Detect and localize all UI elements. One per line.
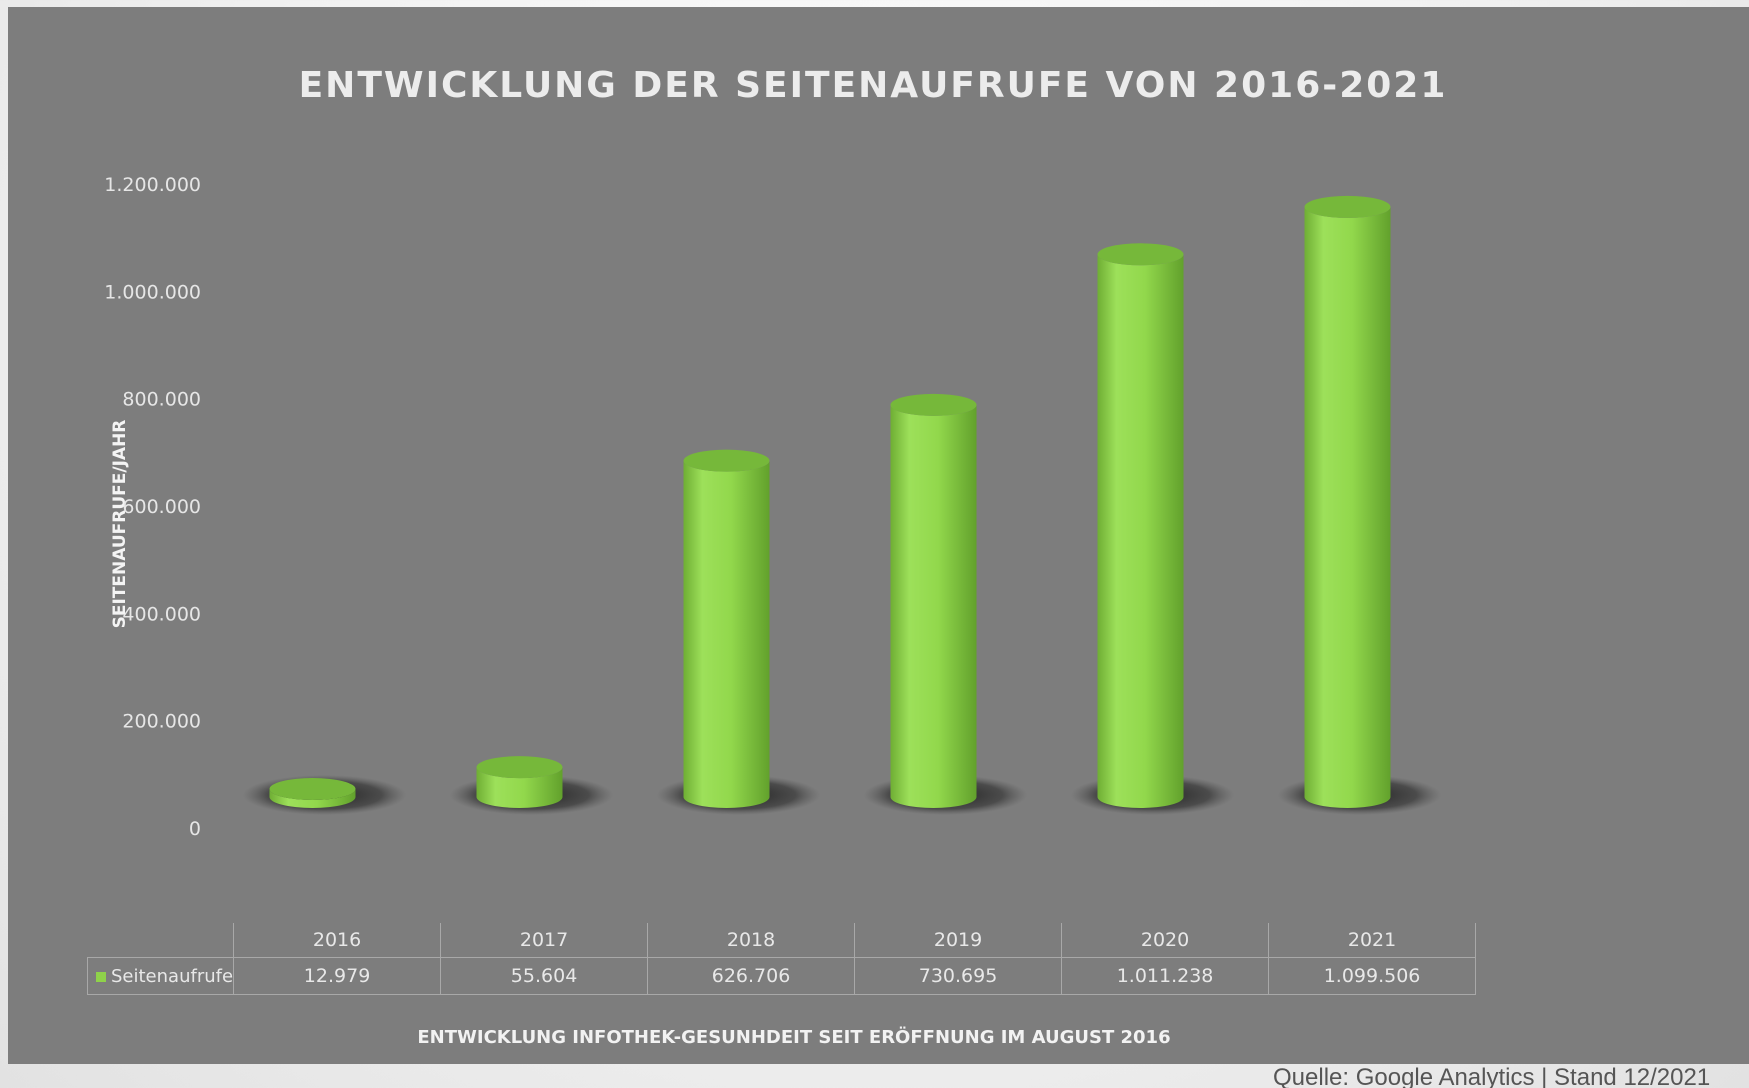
y-tick-label: 0: [189, 818, 201, 840]
data-label: 1.011.238: [1061, 957, 1270, 995]
bar-2017: [449, 756, 614, 815]
bar-body: [683, 460, 770, 808]
bars-group: [242, 195, 1442, 815]
data-label: 626.706: [647, 957, 856, 995]
x-tick-label: 2019: [854, 923, 1063, 958]
chart-panel: ENTWICKLUNG DER SEITENAUFRUFE VON 2016-2…: [8, 7, 1749, 1064]
x-tick-label: 2020: [1061, 923, 1270, 958]
bar-cap: [683, 449, 770, 472]
bar-cap: [476, 756, 563, 779]
data-label: 55.604: [440, 957, 649, 995]
data-label: 730.695: [854, 957, 1063, 995]
x-tick-label: 2018: [647, 923, 856, 958]
data-label: 12.979: [233, 957, 442, 995]
source-note: Quelle: Google Analytics | Stand 12/2021: [1273, 1064, 1711, 1088]
data-table-header-row: 2016 2017 2018 2019 2020 2021: [88, 923, 1477, 958]
bar-body: [890, 404, 977, 808]
y-tick-label: 400.000: [122, 603, 201, 625]
y-axis: 0 200.000 400.000 600.000 800.000 1.000.000 1.…: [104, 174, 201, 840]
x-tick-label: 2017: [440, 923, 649, 958]
bar-2020: [1070, 243, 1235, 815]
y-tick-label: 1.000.000: [104, 281, 201, 303]
bar-body: [1304, 206, 1391, 808]
y-tick-label: 800.000: [122, 389, 201, 411]
bar-body: [269, 789, 356, 808]
bar-2019: [863, 393, 1028, 815]
plot-area: 0 200.000 400.000 600.000 800.000 1.000.000 1.…: [104, 174, 1442, 840]
data-table: 2016 2017 2018 2019 2020 2021 Seitenaufrufe 12…: [86, 923, 1477, 995]
x-tick-label: 2021: [1268, 923, 1477, 958]
data-label: 1.099.506: [1268, 957, 1477, 995]
data-table-value-row: Seitenaufrufe 12.979 55.604 626.706 730.695 1…: [86, 957, 1477, 995]
y-tick-label: 200.000: [122, 711, 201, 733]
bar-body: [1097, 254, 1184, 809]
y-tick-label: 1.200.000: [104, 174, 201, 196]
y-tick-label: 600.000: [122, 496, 201, 518]
chart-title: ENTWICKLUNG DER SEITENAUFRUFE VON 2016-2…: [298, 65, 1448, 106]
bar-body: [476, 767, 563, 808]
legend-label: Seitenaufrufe: [111, 965, 234, 987]
x-tick-label: 2016: [233, 923, 442, 958]
bar-2018: [656, 449, 821, 815]
bar-cap: [890, 393, 977, 416]
bar-cap: [1304, 195, 1391, 218]
bar-2016: [242, 775, 407, 815]
data-table-corner: [88, 923, 234, 958]
legend-swatch: [96, 971, 106, 982]
x-axis-title: ENTWICKLUNG INFOTHEK-GESUNHDEIT SEIT ERÖ…: [417, 1027, 1171, 1048]
bar-cap: [1097, 243, 1184, 266]
legend-entry: Seitenaufrufe: [86, 957, 235, 995]
bar-cap: [269, 778, 356, 800]
bar-2021: [1277, 195, 1442, 815]
